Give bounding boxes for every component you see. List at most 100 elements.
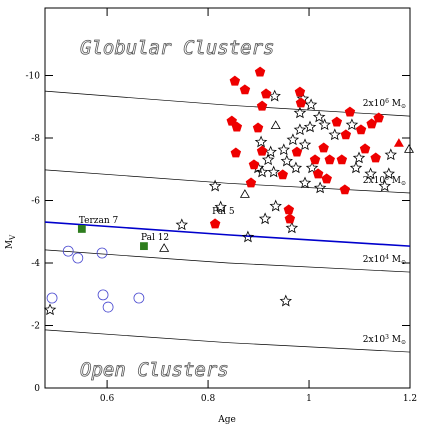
y-axis-label: MV [5,234,17,249]
point [267,165,280,178]
point [339,184,351,195]
point [258,212,272,225]
point [280,154,293,167]
point [404,144,414,153]
annotation: Globular Clusters [80,37,274,59]
y-tick-label: 0 [34,384,40,394]
point [159,243,170,252]
point [373,112,384,123]
point [305,161,319,174]
mass-label-unit: M [389,99,401,109]
point [284,213,296,224]
point [293,123,307,136]
point [291,146,303,157]
point-label: Pal 12 [141,233,169,243]
point [252,122,264,133]
point [269,199,282,212]
point [318,142,329,153]
point [231,121,243,132]
point [318,118,331,131]
y-tick-label: -2 [31,322,40,332]
point [364,167,377,180]
point [382,167,395,180]
point [270,120,281,130]
x-axis-label: Age [217,415,236,425]
mass-line [44,169,411,194]
mass-label: 2x105 M⊙ [363,175,406,187]
point [72,252,84,264]
mass-line [44,90,411,117]
point [359,143,371,154]
point [293,106,307,119]
point [384,148,397,161]
y-tick-label: -10 [26,72,41,82]
point [264,145,277,158]
point [208,179,222,192]
point [277,169,288,180]
point [283,204,295,215]
point [279,294,292,307]
point [254,66,266,77]
point [97,289,109,301]
mass-label-unit: M [389,176,401,186]
point [304,98,318,111]
point [298,176,312,189]
point [226,115,237,126]
x-tick-label: 0.8 [201,394,216,404]
mass-label-base: 2x10 [363,99,386,109]
point [321,173,332,184]
point [331,116,343,127]
point [260,88,272,99]
y-axis-label-main: M [5,240,15,249]
point [248,159,260,170]
point [324,154,335,165]
point [295,97,307,108]
point [312,110,326,123]
point-label: Pal 5 [212,207,235,217]
y-tick-label: -8 [31,134,40,144]
y-axis-label-sub: V [9,234,17,241]
point [140,242,148,251]
point [336,154,348,165]
x-tick-label: 0.6 [100,394,115,404]
point [77,225,86,233]
point [245,177,257,188]
mass-label-sub: ⊙ [401,180,406,187]
mass-label-exp: 5 [385,175,389,182]
point [239,84,251,95]
point [352,151,366,164]
point [328,128,342,141]
point [344,106,356,117]
mass-label-exp: 3 [385,334,389,341]
point [255,165,269,178]
point [378,179,391,192]
point [43,303,57,316]
mass-line [44,249,411,273]
point [277,143,291,156]
point [312,168,324,179]
point [268,89,281,102]
point [294,86,306,97]
point [230,147,242,158]
point [102,301,114,313]
mass-line [44,329,411,353]
point [256,145,268,156]
point [261,153,275,166]
point [355,124,367,135]
annotation: Open Clusters [80,359,229,381]
mass-line [44,221,411,247]
mass-label-base: 2x10 [363,176,386,186]
mass-label-base: 2x10 [363,255,386,265]
point [370,152,381,163]
point [349,161,363,174]
point [96,247,108,259]
point-label: Terzan 7 [79,216,119,226]
point [313,181,327,194]
mass-label-unit: M [389,255,401,265]
point [214,200,227,213]
point [340,129,352,140]
point [209,218,221,229]
plot-frame [44,7,411,389]
point [286,133,300,146]
point [393,138,404,147]
